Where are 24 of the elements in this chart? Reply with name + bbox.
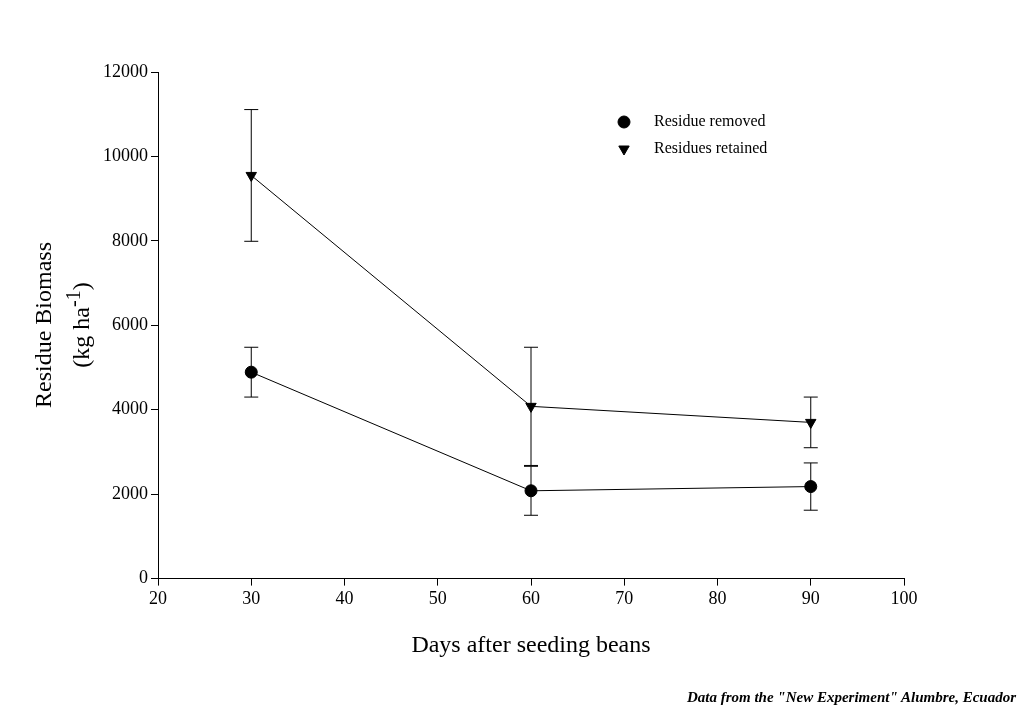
text: Data from the "New Experiment" Alumbre, Ecuador: [685, 689, 1017, 705]
x-tick-label: 70: [615, 588, 634, 609]
y-tick-label: 6000: [112, 314, 148, 335]
x-tick-label: 20: [149, 588, 167, 609]
y-tick-label: 2000: [112, 482, 148, 503]
point: [245, 171, 257, 182]
x-tick-label: 40: [335, 588, 354, 609]
x-tick-label: 60: [522, 588, 540, 609]
legend-label: Residues retained: [654, 139, 768, 157]
y-tick-label: 0: [139, 567, 148, 588]
x-tick-label: 100: [890, 588, 918, 609]
point: [805, 418, 817, 429]
x-axis-title: Days after seeding beans: [411, 630, 651, 657]
legend-label: Residue removed: [654, 112, 766, 130]
y-tick-label: 4000: [112, 398, 148, 419]
x-tick-label: 80: [708, 588, 727, 609]
point: [804, 480, 818, 494]
x-tick-label: 50: [428, 588, 447, 609]
y-tick-label: 12000: [103, 60, 148, 81]
y-tick-label: 10000: [103, 145, 148, 166]
x-tick-label: 30: [242, 588, 261, 609]
x-tick-label: 90: [801, 588, 820, 609]
point: [244, 365, 258, 379]
y-tick-label: 8000: [112, 229, 148, 250]
